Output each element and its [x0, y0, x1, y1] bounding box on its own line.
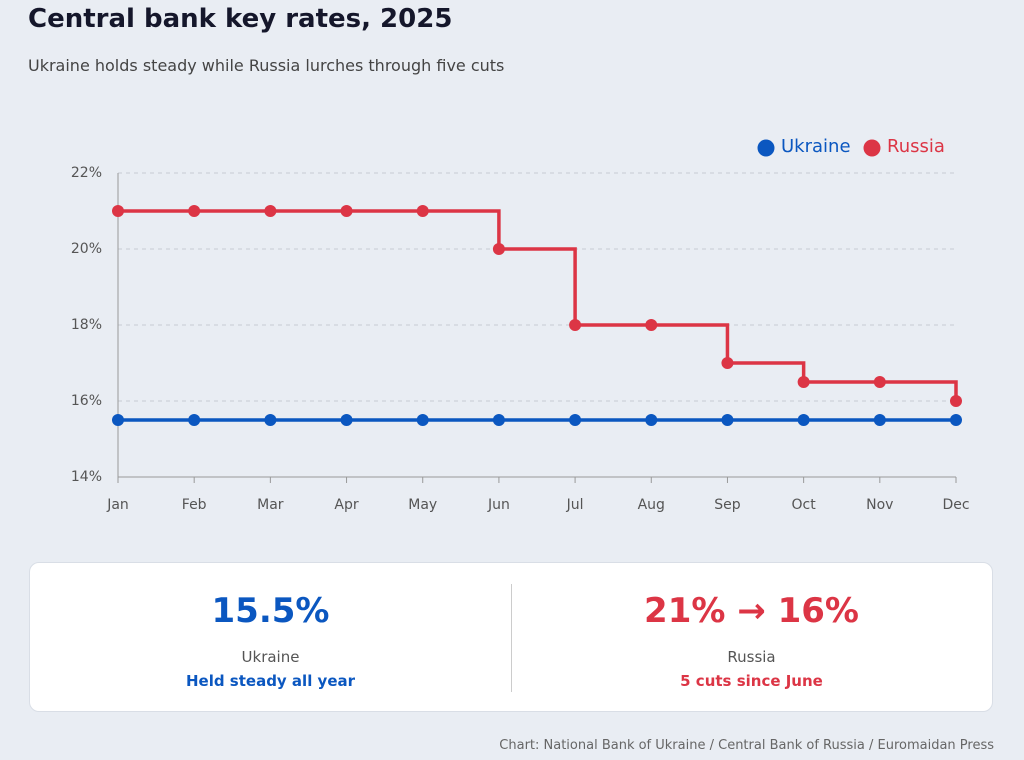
- point: [569, 414, 582, 426]
- point: [645, 319, 658, 331]
- subtitle: Ukraine holds steady while Russia lurche…: [28, 56, 505, 75]
- stat-name: Russia: [727, 648, 776, 666]
- x-tick-label: Dec: [942, 497, 969, 513]
- point: [797, 414, 810, 426]
- stat-name: Ukraine: [241, 648, 300, 666]
- summary-card: 15.5% Ukraine Held steady all year 21% → 16…: [29, 562, 993, 712]
- stat-card: 21% → 16% Russia 5 cuts since June: [511, 563, 992, 711]
- point: [950, 414, 962, 426]
- stat-note: 5 cuts since June: [680, 672, 823, 690]
- stat-card: 15.5% Ukraine Held steady all year: [30, 563, 511, 711]
- point: [112, 414, 124, 426]
- title: Central bank key rates, 2025: [28, 4, 453, 34]
- x-tick-label: Mar: [257, 497, 284, 513]
- point: [188, 414, 201, 426]
- x-tick-label: Sep: [714, 497, 741, 513]
- point: [873, 376, 886, 388]
- point: [492, 243, 505, 255]
- point: [797, 376, 810, 388]
- point: [340, 414, 353, 426]
- point: [721, 414, 734, 426]
- source: Chart: National Bank of Ukraine / Centra…: [499, 738, 994, 753]
- chart: 14% 16% 18% 20% 22% Jan Feb Mar Apr May Jun Jul Aug S…: [71, 136, 970, 513]
- legend-marker: [863, 139, 881, 157]
- point: [416, 205, 429, 217]
- x-tick-label: Aug: [638, 497, 665, 513]
- y-tick-label: 16%: [71, 393, 102, 409]
- legend-marker: [757, 139, 775, 157]
- point: [112, 205, 124, 217]
- x-tick-label: Jun: [487, 497, 510, 513]
- point: [569, 319, 582, 331]
- point: [264, 414, 277, 426]
- point: [873, 414, 886, 426]
- point: [492, 414, 505, 426]
- x-tick-label: Oct: [792, 497, 817, 513]
- divider: [511, 584, 512, 692]
- point: [264, 205, 277, 217]
- point: [950, 395, 962, 407]
- stat-value: 15.5%: [211, 591, 330, 631]
- point: [645, 414, 658, 426]
- x-tick-label: Jan: [106, 497, 129, 513]
- y-tick-label: 20%: [71, 241, 102, 257]
- point: [188, 205, 201, 217]
- legend-label: Russia: [887, 136, 945, 157]
- point: [340, 205, 353, 217]
- stat-value: 21% → 16%: [644, 591, 859, 631]
- x-tick-label: Jul: [566, 497, 584, 513]
- x-tick-label: Nov: [866, 497, 893, 513]
- y-tick-label: 22%: [71, 165, 102, 181]
- stat-note: Held steady all year: [185, 672, 356, 690]
- point: [721, 357, 734, 369]
- point: [416, 414, 429, 426]
- x-tick-label: May: [408, 497, 437, 513]
- y-tick-label: 14%: [71, 469, 102, 485]
- x-tick-label: Feb: [182, 497, 207, 513]
- y-tick-label: 18%: [71, 317, 102, 333]
- series-line: [118, 209, 958, 401]
- x-tick-label: Apr: [334, 497, 358, 513]
- legend-label: Ukraine: [781, 136, 851, 157]
